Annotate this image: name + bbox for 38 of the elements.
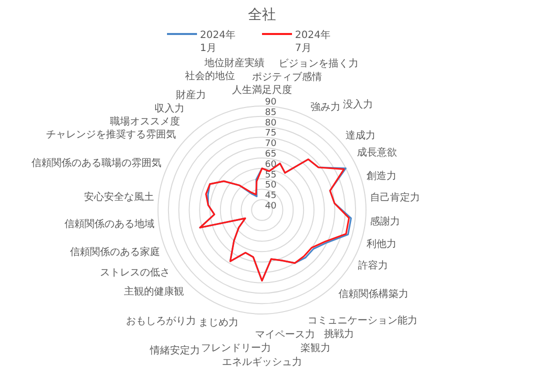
axis-r: 40 45 50 55 60 65 70 75 80 85 90: [265, 98, 276, 212]
spoke-label: 信頼関係構築力: [338, 288, 408, 300]
spoke-label: 地位財産実績: [204, 57, 265, 70]
spoke-label: 財産力: [176, 89, 206, 102]
spoke-label: まじめ力: [198, 316, 238, 329]
spoke-label: チャレンジを推奨する雰囲気: [46, 128, 176, 141]
spoke-label: 楽観力: [300, 342, 330, 354]
legend-label: 2024年 7月: [295, 29, 330, 54]
spoke-label: 感謝力: [370, 215, 400, 228]
spoke-label: マイペース力: [255, 328, 316, 340]
spoke-label: 職場オススメ度: [110, 116, 180, 128]
spoke-label: 利他力: [366, 238, 396, 250]
title: 全社: [248, 7, 276, 23]
spoke-label: 社会的地位: [185, 70, 236, 82]
spoke-label: 許容力: [358, 259, 388, 272]
spoke-label: 収入力: [154, 102, 184, 114]
spoke-label: 強み力: [310, 101, 341, 114]
spoke-label: コミュニケーション能力: [308, 314, 418, 326]
spoke-label: 成長意欲: [357, 146, 398, 159]
spoke-label: 挑戦力: [324, 328, 354, 340]
spoke-label: ストレスの低さ: [100, 268, 170, 279]
spoke-label: 信頼関係のある地域: [64, 218, 154, 230]
spoke-label: ビジョンを描く力: [278, 58, 359, 70]
spoke-label: 自己肯定力: [370, 192, 420, 204]
spoke-label: 創造力: [366, 170, 396, 182]
spoke-label: ポジティブ感情: [252, 70, 322, 83]
legend-label: 2024年 1月: [200, 29, 236, 54]
spoke-label: おもしろがり力: [126, 314, 196, 327]
spoke-label: 信頼関係のある職場の雰囲気: [31, 156, 162, 169]
spoke-label: 情緒安定力: [148, 344, 200, 357]
spoke-label: 達成力: [346, 130, 376, 142]
spoke-label: フレンドリー力: [201, 342, 272, 354]
spoke-label: 信頼関係のある家庭: [70, 246, 160, 258]
spoke-label: 人生満足尺度: [232, 84, 292, 96]
spoke-label: 主観的健康観: [124, 286, 184, 298]
spoke-label: 没入力: [343, 98, 374, 111]
spoke-label: 安心安全な風土: [84, 190, 154, 203]
spoke-label: エネルギッシュ力: [222, 356, 302, 368]
